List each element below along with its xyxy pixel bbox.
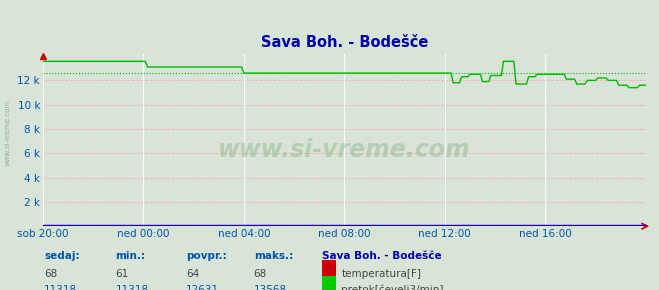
Text: 13568: 13568: [254, 285, 287, 290]
Text: 64: 64: [186, 269, 199, 279]
Text: Sava Boh. - Bodešče: Sava Boh. - Bodešče: [322, 251, 442, 261]
Text: www.si-vreme.com: www.si-vreme.com: [5, 100, 11, 166]
Title: Sava Boh. - Bodešče: Sava Boh. - Bodešče: [261, 35, 428, 50]
Text: temperatura[F]: temperatura[F]: [341, 269, 421, 279]
Text: 68: 68: [44, 269, 57, 279]
Text: 11318: 11318: [44, 285, 77, 290]
Text: www.si-vreme.com: www.si-vreme.com: [218, 138, 471, 162]
Text: povpr.:: povpr.:: [186, 251, 227, 261]
Text: pretok[čevelj3/min]: pretok[čevelj3/min]: [341, 285, 444, 290]
Text: min.:: min.:: [115, 251, 146, 261]
Text: 68: 68: [254, 269, 267, 279]
Text: maks.:: maks.:: [254, 251, 293, 261]
Text: sedaj:: sedaj:: [44, 251, 80, 261]
Text: 61: 61: [115, 269, 129, 279]
Text: 12631: 12631: [186, 285, 219, 290]
Text: 11318: 11318: [115, 285, 148, 290]
